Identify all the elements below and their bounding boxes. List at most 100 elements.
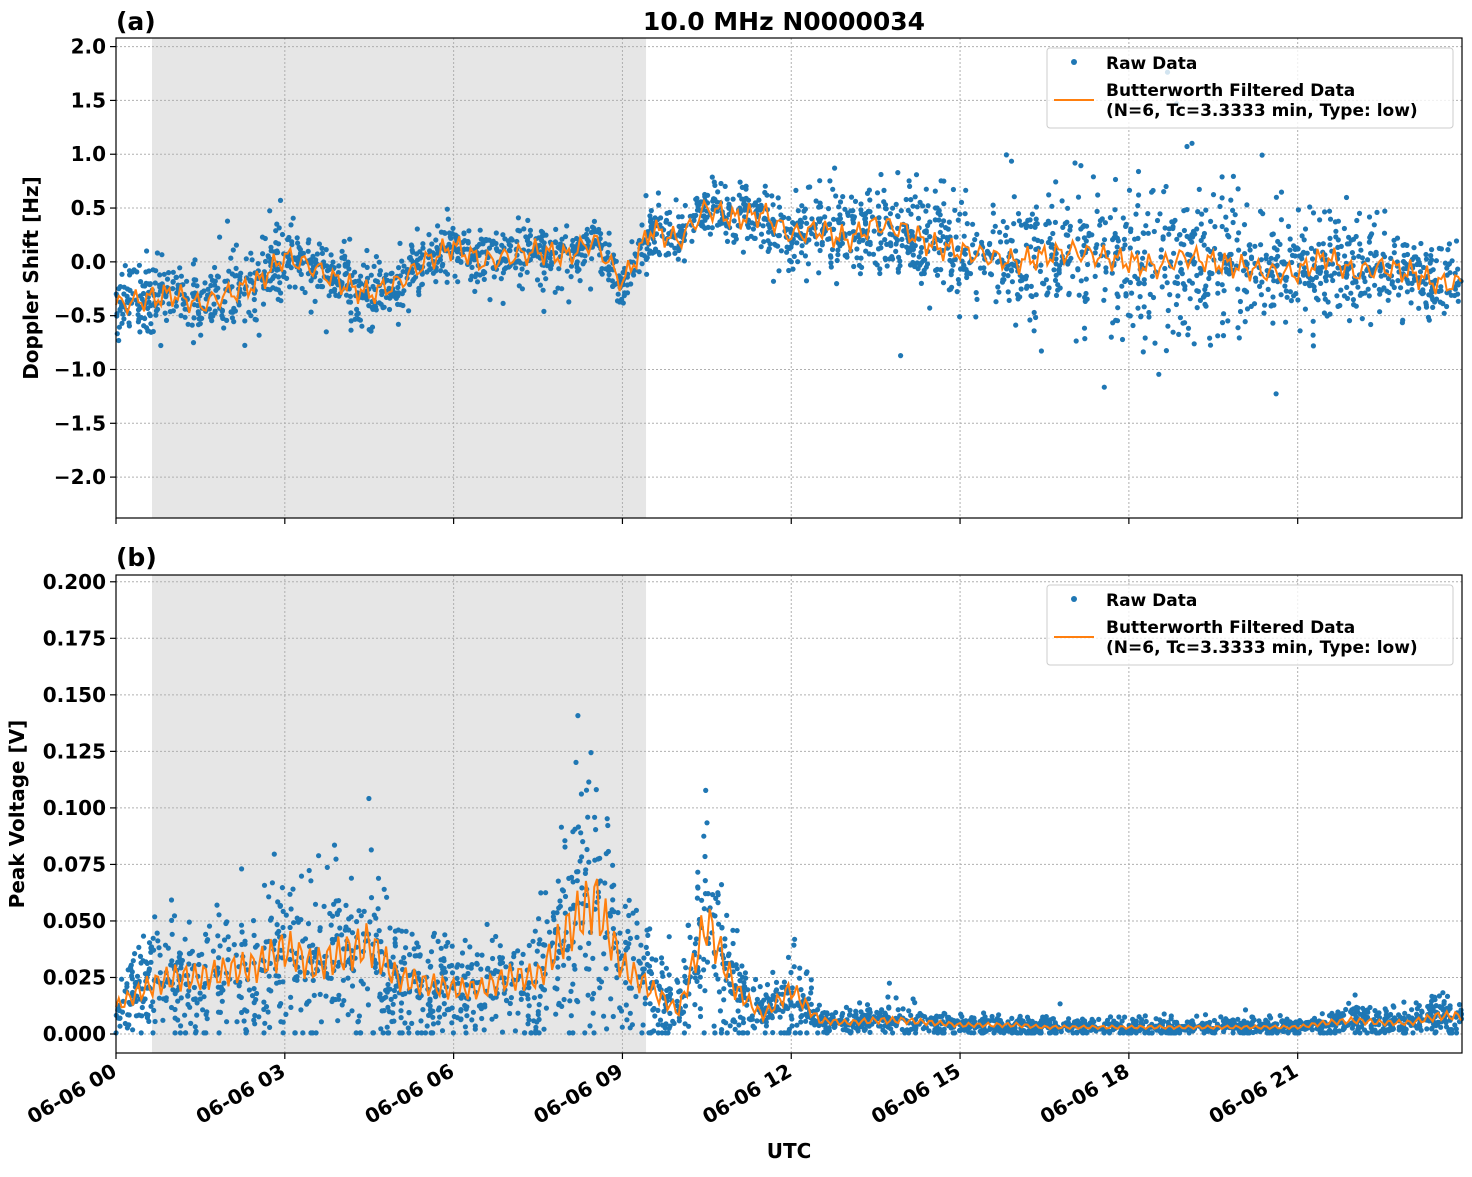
raw-data-point — [631, 272, 636, 277]
raw-data-point — [300, 1030, 305, 1035]
raw-data-point — [667, 934, 672, 939]
raw-data-point — [701, 957, 706, 962]
raw-data-point — [430, 1009, 435, 1014]
raw-data-point — [248, 272, 253, 277]
raw-data-point — [908, 197, 913, 202]
raw-data-point — [1327, 242, 1332, 247]
raw-data-point — [1011, 221, 1016, 226]
raw-data-point — [441, 958, 446, 963]
raw-data-point — [667, 972, 672, 977]
raw-data-point — [438, 268, 443, 273]
raw-data-point — [304, 1002, 309, 1007]
raw-data-point — [352, 317, 357, 322]
raw-data-point — [294, 258, 299, 263]
raw-data-point — [633, 994, 638, 999]
raw-data-point — [1188, 296, 1193, 301]
raw-data-point — [425, 1023, 430, 1028]
raw-data-point — [400, 303, 405, 308]
raw-data-point — [1181, 281, 1186, 286]
raw-data-point — [402, 961, 407, 966]
raw-data-point — [1175, 274, 1180, 279]
raw-data-point — [196, 311, 201, 316]
raw-data-point — [194, 1029, 199, 1034]
raw-data-point — [776, 195, 781, 200]
raw-data-point — [706, 891, 711, 896]
raw-data-point — [575, 999, 580, 1004]
raw-data-point — [715, 189, 720, 194]
raw-data-point — [1307, 204, 1312, 209]
raw-data-point — [751, 226, 756, 231]
raw-data-point — [407, 255, 412, 260]
raw-data-point — [962, 234, 967, 239]
raw-data-point — [782, 980, 787, 985]
raw-data-point — [459, 996, 464, 1001]
raw-data-point — [584, 966, 589, 971]
raw-data-point — [164, 998, 169, 1003]
raw-data-point — [1382, 231, 1387, 236]
raw-data-point — [183, 1030, 188, 1035]
raw-data-point — [790, 220, 795, 225]
raw-data-point — [1120, 337, 1125, 342]
raw-data-point — [1203, 304, 1208, 309]
raw-data-point — [329, 252, 334, 257]
raw-data-point — [865, 1002, 870, 1007]
raw-data-point — [1199, 212, 1204, 217]
raw-data-point — [1113, 234, 1118, 239]
raw-data-point — [741, 250, 746, 255]
raw-data-point — [896, 255, 901, 260]
raw-data-point — [623, 904, 628, 909]
raw-data-point — [435, 223, 440, 228]
raw-data-point — [713, 972, 718, 977]
raw-data-point — [1314, 296, 1319, 301]
raw-data-point — [217, 235, 222, 240]
raw-data-point — [409, 1021, 414, 1026]
raw-data-point — [552, 985, 557, 990]
raw-data-point — [1344, 285, 1349, 290]
raw-data-point — [383, 995, 388, 1000]
raw-data-point — [1392, 250, 1397, 255]
raw-data-point — [1141, 230, 1146, 235]
raw-data-point — [196, 962, 201, 967]
raw-data-point — [372, 264, 377, 269]
raw-data-point — [741, 1030, 746, 1035]
raw-data-point — [319, 246, 324, 251]
raw-data-point — [376, 906, 381, 911]
raw-data-point — [1006, 289, 1011, 294]
raw-data-point — [694, 196, 699, 201]
raw-data-point — [281, 1030, 286, 1035]
raw-data-point — [494, 246, 499, 251]
raw-data-point — [440, 263, 445, 268]
raw-data-point — [261, 302, 266, 307]
raw-data-point — [1138, 294, 1143, 299]
raw-data-point — [766, 230, 771, 235]
raw-data-point — [1231, 220, 1236, 225]
raw-data-point — [645, 962, 650, 967]
raw-data-point — [1078, 163, 1083, 168]
raw-data-point — [215, 274, 220, 279]
raw-data-point — [629, 239, 634, 244]
raw-data-point — [716, 922, 721, 927]
raw-data-point — [676, 257, 681, 262]
raw-data-point — [557, 898, 562, 903]
raw-data-point — [1303, 307, 1308, 312]
raw-data-point — [570, 982, 575, 987]
raw-data-point — [1279, 190, 1284, 195]
raw-data-point — [946, 1015, 951, 1020]
raw-data-point — [117, 1024, 122, 1029]
raw-data-point — [955, 247, 960, 252]
raw-data-point — [1158, 254, 1163, 259]
raw-data-point — [211, 302, 216, 307]
raw-data-point — [600, 272, 605, 277]
raw-data-point — [1138, 314, 1143, 319]
raw-data-point — [1360, 316, 1365, 321]
raw-data-point — [653, 957, 658, 962]
raw-data-point — [280, 925, 285, 930]
raw-data-point — [1201, 234, 1206, 239]
raw-data-point — [743, 187, 748, 192]
raw-data-point — [804, 221, 809, 226]
raw-data-point — [150, 999, 155, 1004]
raw-data-point — [610, 863, 615, 868]
raw-data-point — [692, 1002, 697, 1007]
raw-data-point — [588, 286, 593, 291]
